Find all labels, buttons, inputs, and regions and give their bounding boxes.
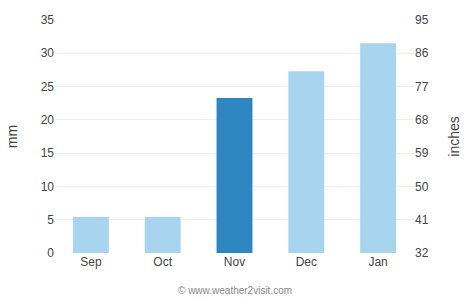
svg-text:20: 20 xyxy=(41,113,55,127)
svg-text:15: 15 xyxy=(41,146,55,160)
svg-text:59: 59 xyxy=(415,146,429,160)
svg-text:86: 86 xyxy=(415,46,429,60)
svg-text:Oct: Oct xyxy=(153,255,172,269)
svg-text:5: 5 xyxy=(47,213,54,227)
svg-text:25: 25 xyxy=(41,80,55,94)
svg-text:0: 0 xyxy=(47,246,54,260)
svg-text:© www.weather2visit.com: © www.weather2visit.com xyxy=(178,285,292,296)
svg-text:inches: inches xyxy=(446,116,462,156)
svg-text:50: 50 xyxy=(415,180,429,194)
svg-text:32: 32 xyxy=(415,246,429,260)
svg-text:30: 30 xyxy=(41,46,55,60)
svg-text:Sep: Sep xyxy=(80,255,102,269)
svg-text:10: 10 xyxy=(41,180,55,194)
svg-text:Dec: Dec xyxy=(296,255,317,269)
svg-text:77: 77 xyxy=(415,80,429,94)
svg-text:95: 95 xyxy=(415,13,429,27)
svg-text:41: 41 xyxy=(415,213,429,227)
svg-text:mm: mm xyxy=(4,125,20,148)
svg-text:Jan: Jan xyxy=(368,255,387,269)
svg-text:Nov: Nov xyxy=(224,255,245,269)
svg-text:68: 68 xyxy=(415,113,429,127)
svg-text:35: 35 xyxy=(41,13,55,27)
